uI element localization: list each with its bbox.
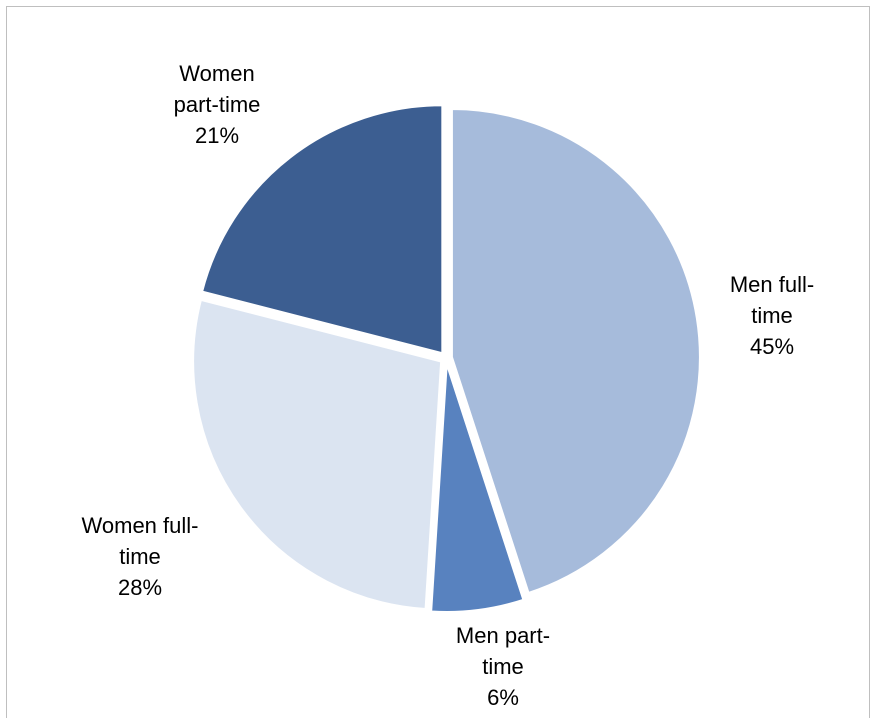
pie-slice-women-full-time	[192, 298, 443, 611]
slice-label-men-part-time: Men part-time 6%	[456, 623, 550, 710]
pie-slice-women-part-time	[200, 104, 444, 355]
slice-label-women-full-time: Women full-time 28%	[82, 513, 199, 600]
slice-label-men-full-time: Men full-time 45%	[730, 272, 814, 359]
pie-slice-men-full-time	[450, 108, 701, 595]
slice-label-women-part-time: Women part-time 21%	[174, 61, 261, 148]
pie-slice-men-part-time	[430, 363, 525, 613]
